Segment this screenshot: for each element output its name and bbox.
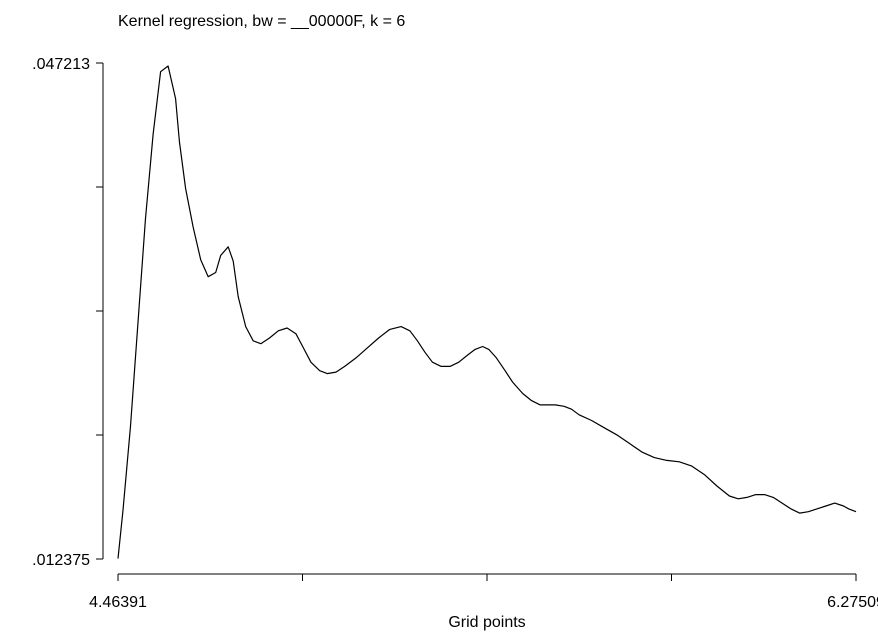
series-group [117, 65, 857, 559]
y-tick-label: .012375 [32, 552, 90, 569]
y-axis-ticks: .012375 .047213 [32, 56, 103, 569]
series-line [117, 65, 857, 559]
y-tick-label: .047213 [32, 56, 90, 73]
chart-title: Kernel regression, bw = __00000F, k = 6 [118, 13, 405, 30]
x-tick-label: 4.46391 [89, 594, 147, 611]
x-axis-label: Grid points [448, 614, 525, 631]
x-axis-ticks: 4.46391 6.27509 [89, 574, 878, 611]
x-tick-label: 6.27509 [827, 594, 878, 611]
